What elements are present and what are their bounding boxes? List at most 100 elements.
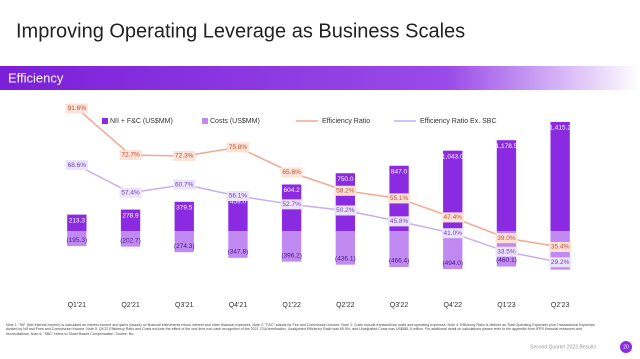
point-label-box (549, 257, 572, 268)
point-label: 39.0% (497, 235, 516, 242)
point-label: 29.2% (551, 259, 570, 266)
x-tick-label: Q4'22 (444, 302, 463, 309)
bar-label: 278.9 (122, 212, 139, 219)
x-tick-label: Q4'21 (229, 302, 248, 309)
bar (281, 231, 302, 262)
line (76, 164, 561, 264)
point-label: 41.0% (444, 230, 463, 237)
bar (443, 150, 463, 232)
bar-label: 213.3 (69, 217, 86, 224)
point-label-box (65, 160, 88, 171)
point-label-box (549, 242, 572, 253)
point-label: 72.3% (175, 153, 194, 160)
line (76, 107, 561, 248)
bar (389, 231, 409, 267)
bar-label: 459.0 (230, 198, 247, 205)
point-label-box (119, 150, 142, 161)
point-label-box (65, 103, 88, 114)
bar-label: (436.1) (335, 255, 356, 262)
bar (120, 209, 141, 232)
point-label: 35.4% (551, 244, 570, 251)
bar-label: (494.0) (442, 260, 463, 267)
point-label: 55.1% (390, 195, 409, 202)
bar-label: 379.5 (176, 205, 193, 212)
point-label-box (388, 193, 411, 204)
bar-label: 1,043.0 (442, 153, 464, 160)
x-tick-label: Q1'23 (497, 302, 516, 309)
point-label-box (441, 228, 464, 239)
point-label-box (280, 199, 303, 210)
x-tick-label: Q2'22 (336, 302, 355, 309)
point-label-box (119, 187, 142, 198)
bar (67, 231, 87, 247)
point-label-box (388, 216, 411, 227)
bar-label: 1,178.5 (496, 143, 518, 150)
footnote: Note 1: "NII" (Net Interest Income) is c… (6, 323, 595, 336)
point-label: 68.6% (68, 162, 87, 169)
bar (496, 140, 517, 232)
bar-label: 847.0 (391, 168, 408, 175)
point-label: 91.6% (68, 105, 87, 112)
section-band (0, 66, 640, 90)
point-label-box (495, 246, 518, 257)
x-tick-label: Q3'22 (390, 302, 409, 309)
point-label-box (173, 150, 196, 161)
point-label-box (280, 167, 303, 178)
bar-label: (202.7) (120, 237, 141, 244)
bar (228, 195, 248, 232)
bar-label: (274.3) (174, 243, 195, 250)
x-tick-label: Q2'21 (121, 302, 140, 309)
bar-label: 750.0 (337, 176, 354, 183)
legend-label: Efficiency Ratio Ex. SBC (420, 118, 497, 125)
point-label: 56.1% (229, 193, 248, 200)
bar-label: (347.8) (228, 249, 249, 256)
point-label: 65.6% (282, 169, 301, 176)
page-badge (620, 341, 632, 353)
point-label-box (226, 190, 249, 201)
point-label: 57.4% (121, 189, 140, 196)
point-label-box (334, 205, 357, 216)
bar (335, 231, 356, 265)
point-label-box (441, 212, 464, 223)
legend-swatch (202, 118, 208, 124)
footer-text: Second Quarter 2023 Results (530, 344, 596, 350)
point-label: 58.2% (336, 187, 355, 194)
point-label: 60.7% (175, 181, 194, 188)
point-label-box (334, 185, 357, 196)
bar-label: 604.2 (284, 187, 301, 194)
bar (174, 201, 194, 232)
page-number: 20 (623, 344, 629, 350)
point-label-box (226, 142, 249, 153)
point-label: 75.8% (229, 144, 248, 151)
bar (120, 231, 141, 247)
legend-label: Costs (US$MM) (210, 118, 260, 125)
point-label: 50.2% (336, 207, 355, 214)
point-label: 52.7% (282, 201, 301, 208)
point-label: 72.7% (121, 152, 140, 159)
point-label-box (495, 233, 518, 244)
x-tick-label: Q3'21 (175, 302, 194, 309)
point-label-box (173, 179, 196, 190)
legend-label: Efficiency Ratio (322, 118, 370, 125)
bar-label: (460.1) (496, 257, 517, 264)
bar (443, 231, 463, 270)
legend-label: NII + F&C (US$MM) (110, 118, 173, 125)
bar (550, 121, 570, 232)
x-tick-label: Q1'22 (282, 302, 301, 309)
bar-label: (396.2) (281, 252, 302, 259)
bar-label: (195.3) (67, 237, 88, 244)
point-label: 45.8% (390, 218, 409, 225)
section-title: Efficiency (8, 70, 64, 85)
bar-label: (466.4) (389, 258, 410, 265)
bar-label: 1,415.2 (549, 125, 571, 132)
point-label: 33.5% (497, 248, 516, 255)
slide-title: Improving Operating Leverage as Business… (16, 20, 465, 42)
point-label: 47.4% (444, 214, 463, 221)
footnote-box: Note 1: "NII" (Net Interest Income) is c… (6, 323, 595, 336)
bar (67, 214, 87, 232)
legend-swatch (102, 118, 108, 124)
bar (228, 231, 248, 258)
x-tick-label: Q1'21 (68, 302, 87, 309)
